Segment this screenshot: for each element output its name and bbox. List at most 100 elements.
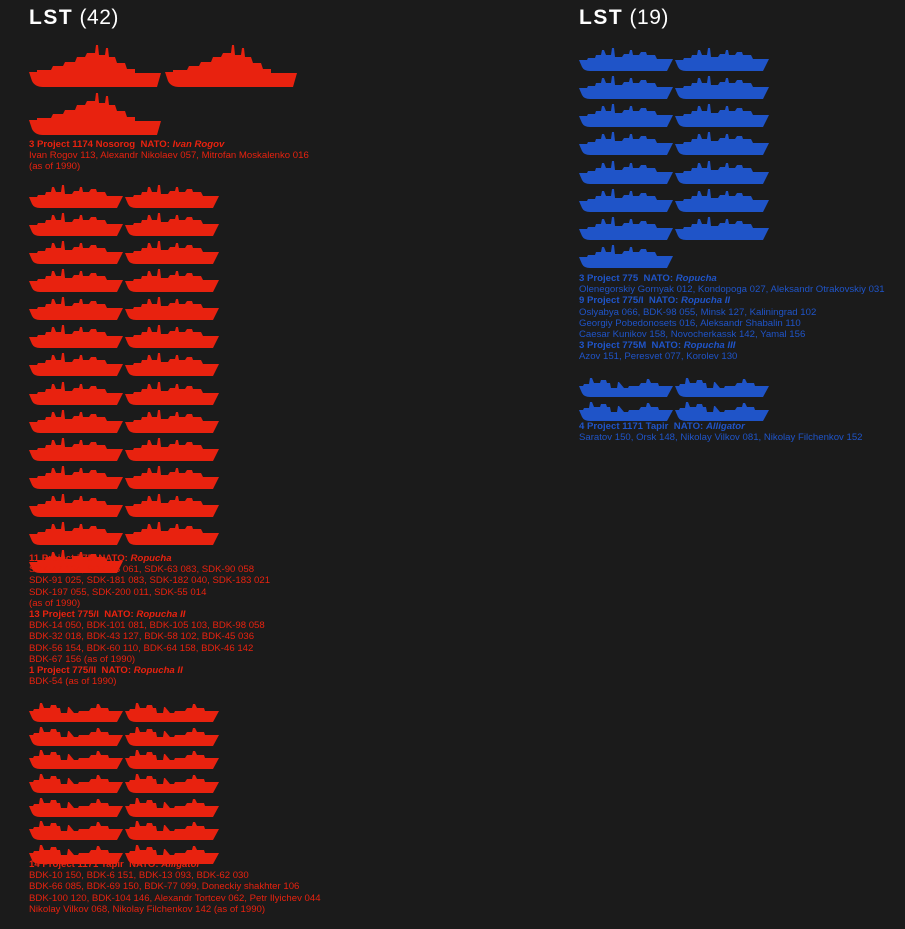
ropucha-info: 11 Project 775 NATO: Ropucha SDK-47 134,… bbox=[29, 553, 270, 687]
ropucha-ship-icon bbox=[579, 186, 673, 212]
group-title-line: 3 Project 1174 Nosorog NATO: Ivan Rogov bbox=[29, 139, 225, 150]
large-landing-ship-icon bbox=[165, 45, 297, 87]
group-title-line: 4 Project 1171 Tapir NATO: Alligator bbox=[579, 421, 745, 432]
group-title-line: 3 Project 775M NATO: Ropucha III bbox=[579, 340, 736, 352]
ropucha-ship-icon bbox=[579, 129, 673, 156]
ropucha-ship-icon bbox=[29, 350, 123, 377]
group-title-line: 13 Project 775/I NATO: Ropucha II bbox=[29, 609, 186, 621]
alligator-ship-icon bbox=[29, 771, 123, 793]
ropucha-ship-icon bbox=[675, 186, 769, 212]
ropucha-ship-icon bbox=[29, 379, 123, 405]
left-fleet-heading: LST (42) bbox=[29, 6, 119, 30]
ship-names-line: Oslyabya 066, BDK-98 055, Minsk 127, Kal… bbox=[579, 306, 817, 318]
ship-names-line: (as of 1990) bbox=[29, 597, 81, 609]
ropucha-ship-icon bbox=[29, 463, 123, 489]
alligator-ship-icon bbox=[125, 795, 219, 817]
ropucha-ship-icon bbox=[125, 238, 219, 265]
ropucha-ship-icon bbox=[29, 491, 123, 517]
ship-names-line: BDK-32 018, BDK-43 127, BDK-58 102, BDK-… bbox=[29, 631, 255, 643]
ropucha-ship-icon bbox=[29, 210, 123, 237]
right-fleet-heading: LST (19) bbox=[579, 6, 669, 30]
ship-names-line: BDK-100 120, BDK-104 146, Alexandr Tortc… bbox=[29, 892, 321, 904]
nosorog-info: 3 Project 1174 Nosorog NATO: Ivan Rogov … bbox=[29, 139, 309, 173]
alligator-ship-icon bbox=[29, 724, 123, 746]
ropucha-ship-icon bbox=[29, 435, 123, 461]
ship-names-line: BDK-56 154, BDK-60 110, BDK-64 158, BDK-… bbox=[29, 642, 254, 654]
alligator-ship-icon bbox=[29, 700, 123, 722]
alligator-ship-icon bbox=[675, 375, 769, 397]
large-landing-ship-icon bbox=[29, 45, 161, 87]
ship-names-line: BDK-67 156 (as of 1990) bbox=[29, 653, 136, 665]
ship-names-line: SDK-47 134, SDK-48 061, SDK-63 083, SDK-… bbox=[29, 564, 255, 576]
ropucha-ship-icon bbox=[29, 407, 123, 433]
alligator-ship-icon bbox=[125, 700, 219, 722]
ship-names-line: SDK-197 055, SDK-200 011, SDK-55 014 bbox=[29, 586, 207, 598]
ropucha-ship-icon bbox=[579, 45, 673, 71]
ropucha-ship-icon bbox=[675, 129, 769, 156]
ropucha-ship-icon bbox=[29, 519, 123, 545]
alligator-ship-icon bbox=[125, 724, 219, 746]
alligator-ship-icon bbox=[579, 375, 673, 397]
alligator-ship-grid bbox=[579, 375, 769, 421]
ship-names-line: Azov 151, Peresvet 077, Korolev 130 bbox=[579, 351, 738, 363]
alligator-ship-icon bbox=[125, 747, 219, 770]
ropucha-ship-icon bbox=[125, 350, 219, 377]
ship-names-line: Georgiy Pobedonosets 016, Aleksandr Shab… bbox=[579, 317, 801, 329]
ropucha-ship-icon bbox=[125, 407, 219, 433]
alligator-ship-icon bbox=[29, 747, 123, 770]
ropucha-ship-icon bbox=[125, 294, 219, 321]
ropucha-ship-icon bbox=[675, 214, 769, 240]
ropucha-ship-icon bbox=[125, 491, 219, 517]
alligator-ship-icon bbox=[125, 771, 219, 793]
ropucha-ship-icon bbox=[29, 238, 123, 265]
ship-names-line: (as of 1990) bbox=[29, 161, 81, 173]
alligator-ship-icon bbox=[675, 399, 769, 421]
ropucha-info: 3 Project 775 NATO: Ropucha Olenegorskiy… bbox=[579, 273, 885, 363]
ropucha-ship-icon bbox=[125, 266, 219, 293]
ship-names-line: Nikolay Vilkov 068, Nikolay Filchenkov 1… bbox=[29, 903, 266, 915]
ropucha-ship-icon bbox=[675, 73, 769, 100]
ropucha-ship-icon bbox=[579, 73, 673, 100]
ropucha-ship-icon bbox=[29, 266, 123, 293]
alligator-ship-icon bbox=[29, 795, 123, 817]
ship-names-line: BDK-54 (as of 1990) bbox=[29, 676, 117, 688]
ropucha-ship-grid bbox=[29, 182, 219, 574]
ropucha-ship-icon bbox=[579, 101, 673, 128]
ropucha-ship-icon bbox=[579, 214, 673, 240]
large-landing-ship-icon bbox=[29, 93, 161, 135]
ropucha-ship-icon bbox=[675, 101, 769, 128]
alligator-ship-icon bbox=[29, 818, 123, 841]
alligator-ship-icon bbox=[579, 399, 673, 421]
alligator-info: 14 Project 1171 Tapir NATO: Alligator BD… bbox=[29, 859, 321, 915]
ship-names-line: Olenegorskiy Gornyak 012, Kondopoga 027,… bbox=[579, 284, 885, 296]
ropucha-ship-icon bbox=[29, 294, 123, 321]
ropucha-ship-icon bbox=[125, 463, 219, 489]
heading-label: LST bbox=[579, 6, 624, 29]
ropucha-ship-icon bbox=[125, 379, 219, 405]
ropucha-ship-icon bbox=[579, 158, 673, 184]
heading-count: (42) bbox=[79, 6, 119, 29]
heading-label: LST bbox=[29, 6, 74, 29]
group-title-line: 11 Project 775 NATO: Ropucha bbox=[29, 553, 172, 564]
ship-names-line: Saratov 150, Orsk 148, Nikolay Vilkov 08… bbox=[579, 432, 863, 444]
ropucha-ship-icon bbox=[125, 519, 219, 545]
ship-names-line: SDK-91 025, SDK-181 083, SDK-182 040, SD… bbox=[29, 575, 271, 587]
ropucha-ship-icon bbox=[675, 158, 769, 184]
group-title-line: 9 Project 775/I NATO: Ropucha II bbox=[579, 295, 731, 307]
ropucha-ship-icon bbox=[125, 182, 219, 208]
ropucha-ship-grid bbox=[579, 45, 769, 268]
ropucha-ship-icon bbox=[125, 210, 219, 237]
ropucha-ship-icon bbox=[29, 322, 123, 349]
ship-names-line: Caesar Kunikov 158, Novocherkassk 142, Y… bbox=[579, 329, 806, 341]
ship-names-line: Ivan Rogov 113, Alexandr Nikolaev 057, M… bbox=[29, 150, 309, 162]
alligator-ship-icon bbox=[125, 818, 219, 841]
heading-count: (19) bbox=[629, 6, 669, 29]
ropucha-ship-icon bbox=[125, 435, 219, 461]
group-title-line: 14 Project 1171 Tapir NATO: Alligator bbox=[29, 859, 201, 870]
nosorog-ship-grid bbox=[29, 45, 297, 135]
ropucha-ship-icon bbox=[579, 242, 673, 268]
group-title-line: 1 Project 775/II NATO: Ropucha II bbox=[29, 665, 183, 677]
ship-names-line: BDK-14 050, BDK-101 081, BDK-105 103, BD… bbox=[29, 620, 265, 632]
alligator-info: 4 Project 1171 Tapir NATO: Alligator Sar… bbox=[579, 421, 863, 443]
group-title-line: 3 Project 775 NATO: Ropucha bbox=[579, 273, 717, 284]
